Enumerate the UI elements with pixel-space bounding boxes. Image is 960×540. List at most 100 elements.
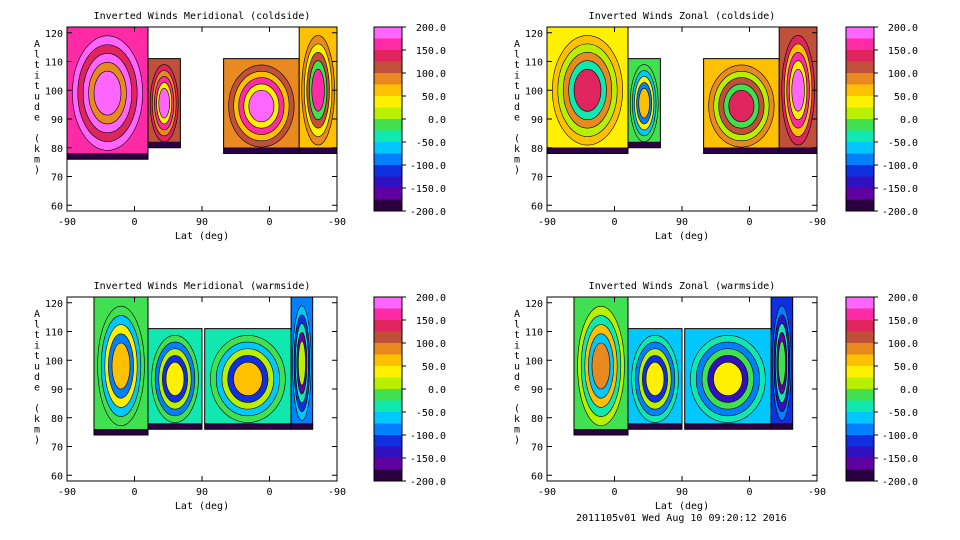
x-tick-label: -90 bbox=[58, 217, 76, 228]
x-axis-label: Lat (deg) bbox=[655, 231, 709, 242]
colorbar-swatch bbox=[846, 412, 874, 424]
colorbar-tick-label: 100.0 bbox=[416, 339, 446, 350]
x-tick-label: 0 bbox=[131, 217, 137, 228]
colorbar: 200.0 150.0 100.0 50.0 0.0 -50.0 -100.0 -150.0 -… bbox=[845, 23, 918, 218]
colorbar-swatch bbox=[846, 343, 874, 355]
y-tick-label: 70 bbox=[531, 173, 543, 184]
y-tick-label: 110 bbox=[525, 328, 543, 339]
colorbar-swatch bbox=[374, 61, 402, 74]
colorbar-tick-label: 150.0 bbox=[888, 46, 918, 57]
y-tick-label: 80 bbox=[531, 144, 543, 155]
colorbar-swatch bbox=[374, 308, 402, 321]
colorbar-swatch bbox=[374, 354, 402, 367]
colorbar-swatch bbox=[374, 165, 402, 177]
colorbar-tick-label: 0.0 bbox=[428, 385, 446, 396]
colorbar: 200.0 150.0 100.0 50.0 0.0 -50.0 -100.0 -150.0 -… bbox=[373, 293, 446, 488]
colorbar-swatch bbox=[374, 142, 402, 154]
data-region-4 bbox=[770, 297, 794, 430]
data-region-1 bbox=[547, 27, 629, 154]
data-region-2 bbox=[147, 58, 181, 149]
colorbar-tick-label: -200.0 bbox=[882, 477, 918, 488]
y-tick-label: 60 bbox=[531, 471, 543, 482]
colorbar-swatch bbox=[374, 331, 402, 344]
colorbar-swatch bbox=[374, 27, 402, 39]
colorbar-swatch bbox=[374, 73, 402, 85]
chart-title: Inverted Winds Zonal (warmside) bbox=[589, 281, 776, 292]
colorbar-tick-label: -100.0 bbox=[410, 161, 446, 172]
colorbar-tick-label: -50.0 bbox=[888, 138, 918, 149]
colorbar-swatch bbox=[846, 297, 874, 309]
x-tick-label: -90 bbox=[328, 487, 346, 498]
y-tick-label: 100 bbox=[45, 356, 63, 367]
x-tick-label: 0 bbox=[266, 487, 272, 498]
y-tick-label: 80 bbox=[51, 144, 63, 155]
colorbar-tick-label: 0.0 bbox=[428, 115, 446, 126]
x-axis-label: Lat (deg) bbox=[175, 501, 229, 512]
y-tick-label: 60 bbox=[51, 201, 63, 212]
colorbar-tick-label: -50.0 bbox=[888, 408, 918, 419]
colorbar-swatch bbox=[374, 412, 402, 424]
colorbar-tick-label: 50.0 bbox=[422, 362, 446, 373]
x-tick-label: -90 bbox=[58, 487, 76, 498]
data-region-3 bbox=[223, 58, 300, 154]
y-tick-label: 120 bbox=[45, 299, 63, 310]
x-tick-label: -90 bbox=[538, 487, 556, 498]
y-tick-label: 100 bbox=[45, 86, 63, 97]
colorbar-swatch bbox=[846, 119, 874, 131]
data-region-4 bbox=[778, 27, 817, 154]
colorbar-tick-label: -200.0 bbox=[882, 207, 918, 218]
colorbar-swatch bbox=[846, 130, 874, 143]
x-tick-label: 0 bbox=[746, 217, 752, 228]
colorbar-tick-label: 150.0 bbox=[416, 46, 446, 57]
data-region-2 bbox=[627, 58, 661, 149]
colorbar-tick-label: -150.0 bbox=[410, 184, 446, 195]
colorbar-swatch bbox=[374, 176, 402, 189]
colorbar-swatch bbox=[846, 73, 874, 85]
colorbar-swatch bbox=[374, 446, 402, 459]
colorbar-tick-label: 100.0 bbox=[416, 69, 446, 80]
x-tick-label: 90 bbox=[196, 487, 208, 498]
y-tick-label: 70 bbox=[51, 173, 63, 184]
colorbar-swatch bbox=[846, 400, 874, 413]
chart-panel-1: Inverted Winds Meridional (coldside) -90 0… bbox=[34, 11, 446, 242]
x-tick-label: 0 bbox=[611, 487, 617, 498]
x-tick-label: 90 bbox=[676, 487, 688, 498]
colorbar-tick-label: -100.0 bbox=[882, 161, 918, 172]
colorbar-swatch bbox=[846, 27, 874, 39]
x-tick-label: 90 bbox=[676, 217, 688, 228]
colorbar-tick-label: 0.0 bbox=[900, 385, 918, 396]
colorbar-swatch bbox=[846, 469, 874, 482]
y-tick-label: 110 bbox=[45, 328, 63, 339]
colorbar-swatch bbox=[374, 38, 402, 51]
colorbar-swatch bbox=[374, 188, 402, 200]
colorbar-tick-label: 100.0 bbox=[888, 339, 918, 350]
y-tick-label: 110 bbox=[525, 58, 543, 69]
x-tick-label: -90 bbox=[808, 487, 826, 498]
colorbar-swatch bbox=[374, 199, 402, 212]
data-region-4 bbox=[298, 27, 337, 154]
colorbar-swatch bbox=[374, 377, 402, 390]
colorbar-tick-label: -150.0 bbox=[882, 454, 918, 465]
colorbar-swatch bbox=[846, 142, 874, 154]
colorbar-swatch bbox=[374, 389, 402, 401]
colorbar-tick-label: 100.0 bbox=[888, 69, 918, 80]
colorbar-swatch bbox=[846, 308, 874, 321]
colorbar-tick-label: 150.0 bbox=[416, 316, 446, 327]
colorbar-swatch bbox=[374, 84, 402, 97]
colorbar-swatch bbox=[374, 343, 402, 355]
y-tick-label: 100 bbox=[525, 356, 543, 367]
colorbar-tick-label: 200.0 bbox=[416, 293, 446, 304]
y-tick-label: 90 bbox=[531, 385, 543, 396]
x-axis-label: Lat (deg) bbox=[655, 501, 709, 512]
colorbar-tick-label: -100.0 bbox=[882, 431, 918, 442]
data-region-1 bbox=[93, 297, 149, 436]
colorbar-swatch bbox=[846, 377, 874, 390]
footer-timestamp: 2011105v01 Wed Aug 10 09:20:12 2016 bbox=[576, 513, 787, 524]
y-tick-label: 70 bbox=[531, 443, 543, 454]
y-tick-label: 100 bbox=[525, 86, 543, 97]
data-region-4 bbox=[290, 297, 314, 430]
x-tick-label: 0 bbox=[131, 487, 137, 498]
colorbar-tick-label: -150.0 bbox=[882, 184, 918, 195]
